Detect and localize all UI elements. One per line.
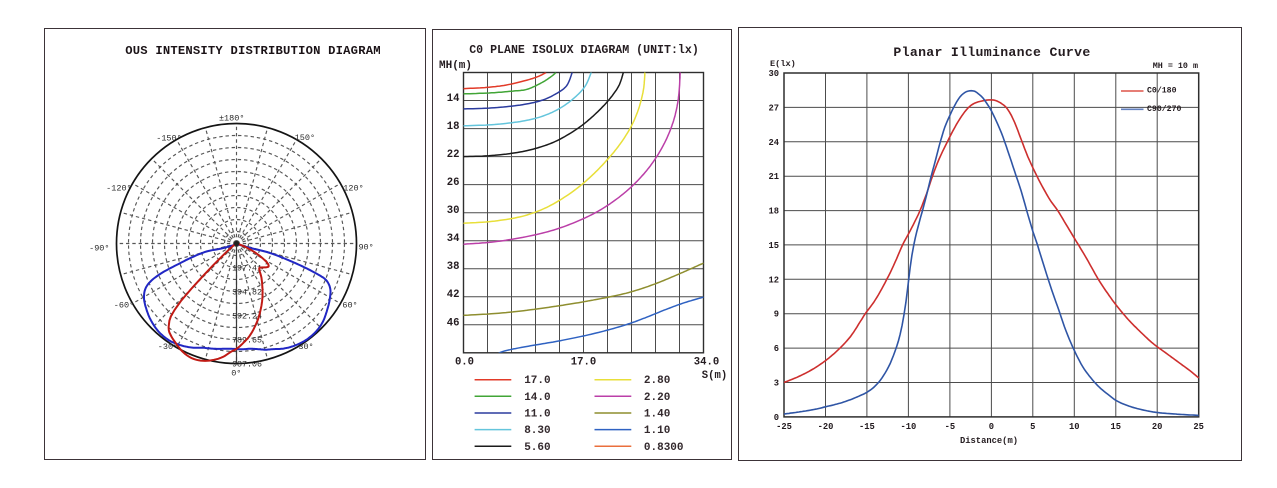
svg-text:1.40: 1.40 <box>644 409 670 421</box>
svg-text:0.8300: 0.8300 <box>644 442 684 454</box>
svg-text:3: 3 <box>774 379 779 389</box>
svg-text:-90°: -90° <box>89 244 109 254</box>
svg-text:OUS INTENSITY DISTRIBUTION DIA: OUS INTENSITY DISTRIBUTION DIAGRAM <box>125 44 380 58</box>
svg-text:14: 14 <box>447 93 460 105</box>
svg-text:987.06: 987.06 <box>232 360 262 369</box>
svg-text:-5: -5 <box>945 422 956 432</box>
svg-text:Distance(m): Distance(m) <box>960 436 1018 446</box>
svg-text:21: 21 <box>768 172 779 182</box>
svg-text:6: 6 <box>774 344 779 354</box>
svg-text:17.0: 17.0 <box>524 375 550 387</box>
svg-text:26: 26 <box>447 177 460 189</box>
svg-text:30°: 30° <box>298 342 313 352</box>
svg-text:34: 34 <box>447 233 460 245</box>
svg-text:10: 10 <box>1069 422 1080 432</box>
svg-text:197.41: 197.41 <box>232 264 262 273</box>
svg-text:34.0: 34.0 <box>694 356 719 368</box>
svg-text:592.24: 592.24 <box>232 312 262 321</box>
svg-text:1.10: 1.10 <box>644 425 670 437</box>
svg-text:46: 46 <box>447 317 460 329</box>
svg-text:5: 5 <box>1030 422 1035 432</box>
svg-text:-20: -20 <box>818 422 834 432</box>
svg-text:120°: 120° <box>343 184 363 194</box>
svg-text:-15: -15 <box>859 422 875 432</box>
svg-text:8.30: 8.30 <box>524 425 550 437</box>
svg-text:MH = 10 m: MH = 10 m <box>1153 61 1198 71</box>
svg-text:-10: -10 <box>900 422 916 432</box>
svg-text:18: 18 <box>447 121 460 133</box>
svg-text:C90/270: C90/270 <box>1147 104 1181 114</box>
svg-text:18: 18 <box>768 207 779 217</box>
svg-text:789.65: 789.65 <box>232 336 262 345</box>
svg-text:20: 20 <box>1152 422 1163 432</box>
svg-text:30: 30 <box>768 69 779 79</box>
svg-text:0: 0 <box>989 422 994 432</box>
svg-text:394.82: 394.82 <box>232 288 262 297</box>
svg-text:0.0: 0.0 <box>455 356 474 368</box>
svg-text:15: 15 <box>768 241 779 251</box>
svg-text:27: 27 <box>768 103 779 113</box>
svg-text:15: 15 <box>1111 422 1122 432</box>
svg-text:-150°: -150° <box>156 133 182 143</box>
svg-text:17.0: 17.0 <box>571 356 596 368</box>
svg-text:24: 24 <box>768 138 779 148</box>
svg-text:C0/180: C0/180 <box>1147 86 1177 96</box>
svg-text:9: 9 <box>774 310 779 320</box>
svg-text:60°: 60° <box>342 301 357 311</box>
svg-text:0°: 0° <box>231 369 241 379</box>
svg-text:-120°: -120° <box>106 184 132 194</box>
svg-text:22: 22 <box>447 149 460 161</box>
svg-text:E(lx): E(lx) <box>770 59 796 69</box>
svg-text:2.20: 2.20 <box>644 392 670 404</box>
svg-text:90°: 90° <box>358 243 373 253</box>
svg-text:14.0: 14.0 <box>524 392 550 404</box>
svg-text:±180°: ±180° <box>219 113 245 123</box>
svg-text:25: 25 <box>1193 422 1204 432</box>
svg-text:12: 12 <box>768 275 779 285</box>
svg-text:-60°: -60° <box>114 301 134 311</box>
svg-text:11.0: 11.0 <box>524 409 550 421</box>
svg-text:Planar Illuminance Curve: Planar Illuminance Curve <box>893 45 1090 60</box>
svg-text:42: 42 <box>447 289 460 301</box>
svg-text:30: 30 <box>447 205 460 217</box>
svg-text:C0 PLANE ISOLUX DIAGRAM (UNIT:: C0 PLANE ISOLUX DIAGRAM (UNIT:lx) <box>469 44 699 57</box>
svg-text:-30°: -30° <box>158 342 178 352</box>
svg-text:MH(m): MH(m) <box>439 60 472 72</box>
svg-text:5.60: 5.60 <box>524 442 550 454</box>
svg-text:38: 38 <box>447 261 460 273</box>
svg-text:-25: -25 <box>776 422 792 432</box>
svg-text:0: 0 <box>774 413 779 423</box>
svg-text:150°: 150° <box>295 133 315 143</box>
svg-text:2.80: 2.80 <box>644 375 670 387</box>
svg-text:S(m): S(m) <box>702 370 727 382</box>
